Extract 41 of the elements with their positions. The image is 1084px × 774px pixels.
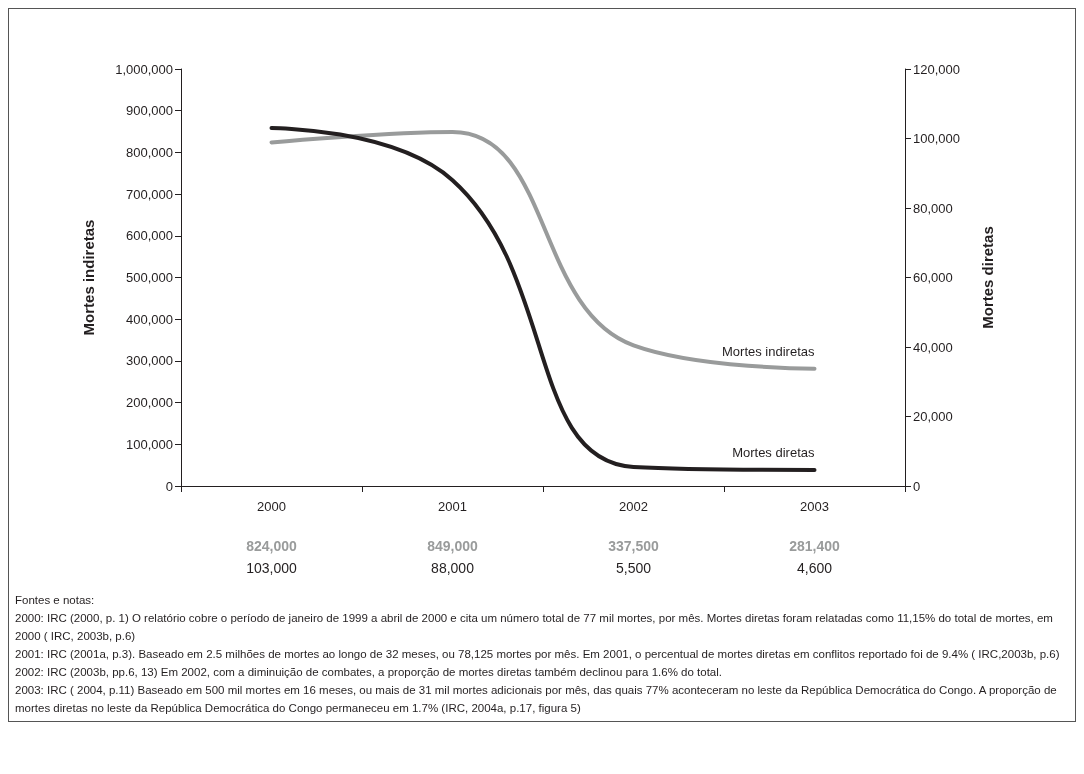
y-tick-label: 400,000 <box>126 311 173 327</box>
x-tick-label: 2000 <box>257 499 286 514</box>
data-label: 281,400 <box>789 538 841 554</box>
y2-tick-label: 0 <box>913 478 921 494</box>
series-label: Mortes indiretas <box>722 343 815 359</box>
y2-tick-label: 100,000 <box>913 131 960 146</box>
text: 2002: IRC (2003b, pp.6, 13) Em 2002, com a diminuição de combates, a proporção de mortes diretas também declinou para 1.6% do total. <box>15 665 723 680</box>
y-axis-title: Mortes indiretas <box>80 219 97 336</box>
x-tick-label: 2001 <box>438 499 467 514</box>
text: 2001: IRC (2001a, p.3). Baseado em 2.5 milhões de mortes ao longo de 32 meses, ou 78,125 mortes por mês. Em 2001, o percentual de mortes diretas em conflitos reportado foi de 9.4% ( IRC,2003b, p.6) <box>15 647 1061 662</box>
y-tick-label: 200,000 <box>126 395 173 411</box>
line-series <box>269 129 817 371</box>
y-tick-label: 300,000 <box>126 353 173 369</box>
text: 2000: IRC (2000, p. 1) O relatório cobre o período de janeiro de 1999 a abril de 2000 e cita um número total de 77 mil mortes, por mês. Mortes diretas foram relatadas como 11,15% do total de mortes, em 2000 ( IRC, 2003b, p.6) <box>15 611 1054 644</box>
data-label: 4,600 <box>796 560 833 576</box>
y2-tick-label: 40,000 <box>913 339 953 355</box>
data-label: 824,000 <box>246 538 298 554</box>
y-tick-label: 500,000 <box>126 270 173 285</box>
data-label: 337,500 <box>608 538 660 554</box>
y2-tick-label: 80,000 <box>913 200 953 216</box>
data-label: 849,000 <box>427 538 479 554</box>
data-label: 103,000 <box>246 560 298 576</box>
y-tick-label: 100,000 <box>126 436 173 452</box>
y2-axis-title: Mortes diretas <box>979 226 996 329</box>
y2-tick-label: 120,000 <box>913 61 960 77</box>
y-tick-label: 1,000,000 <box>115 61 173 77</box>
x-tick-label: 2003 <box>800 499 829 514</box>
data-label: 5,500 <box>615 560 652 576</box>
y-tick-label: 0 <box>165 478 173 494</box>
series-label: Mortes diretas <box>732 445 815 461</box>
y2-tick-label: 20,000 <box>913 409 953 424</box>
y-tick-label: 900,000 <box>126 103 173 119</box>
y2-tick-label: 60,000 <box>913 270 953 285</box>
text: 2003: IRC ( 2004, p.11) Baseado em 500 mil mortes em 16 meses, ou mais de 31 mil mortes adicionais por mês, das quais 77% aconteceram no leste da República Democrática do Congo. A proporção de mortes diretas no leste da República Democrática do Congo permaneceu em 1.7% (IRC, 2004a, p.17, figura 5) <box>15 683 1058 716</box>
y-tick-label: 800,000 <box>126 144 173 160</box>
y-tick-label: 700,000 <box>126 186 173 202</box>
line-series <box>269 126 817 473</box>
text: Fontes e notas: <box>15 593 96 608</box>
data-label: 88,000 <box>431 560 475 576</box>
y-tick-label: 600,000 <box>126 228 173 244</box>
x-tick-label: 2002 <box>619 499 648 514</box>
